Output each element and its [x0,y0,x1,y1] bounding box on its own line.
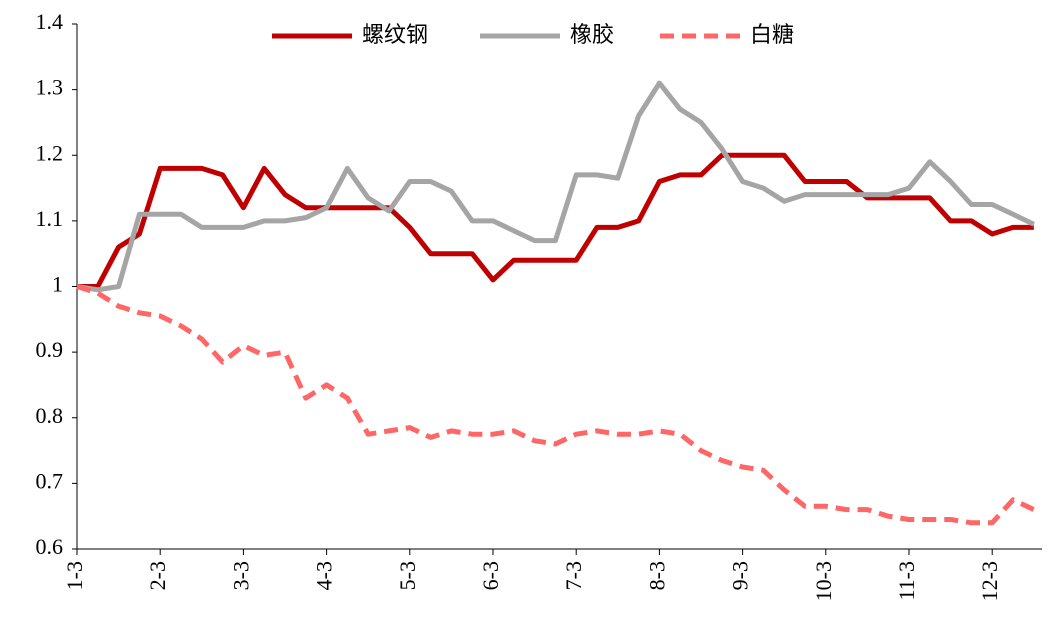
x-tick-label: 5-3 [395,561,420,590]
y-tick-label: 1.2 [36,140,64,165]
x-tick-label: 1-3 [62,561,87,590]
y-tick-label: 1 [52,272,63,297]
legend-label: 白糖 [750,22,794,47]
y-tick-label: 1.4 [36,9,64,34]
series-line [76,284,1035,526]
x-tick-label: 2-3 [145,561,170,590]
x-tick-label: 11-3 [894,561,919,601]
x-tick-label: 12-3 [977,561,1002,601]
series-line [77,152,1034,289]
y-tick-label: 0.9 [36,337,64,362]
y-tick-label: 0.6 [36,534,64,559]
x-tick-label: 9-3 [728,561,753,590]
y-tick-label: 0.7 [36,468,64,493]
x-tick-label: 10-3 [811,561,836,601]
x-tick-label: 4-3 [312,561,337,590]
x-tick-label: 6-3 [478,561,503,590]
x-tick-label: 3-3 [228,561,253,590]
y-tick-label: 1.1 [36,206,64,231]
x-tick-label: 8-3 [644,561,669,590]
legend-label: 螺纹钢 [362,22,428,47]
series-line [76,80,1035,293]
y-tick-label: 1.3 [36,75,64,100]
legend-label: 橡胶 [570,22,614,47]
y-tick-label: 0.8 [36,403,64,428]
x-tick-label: 7-3 [561,561,586,590]
